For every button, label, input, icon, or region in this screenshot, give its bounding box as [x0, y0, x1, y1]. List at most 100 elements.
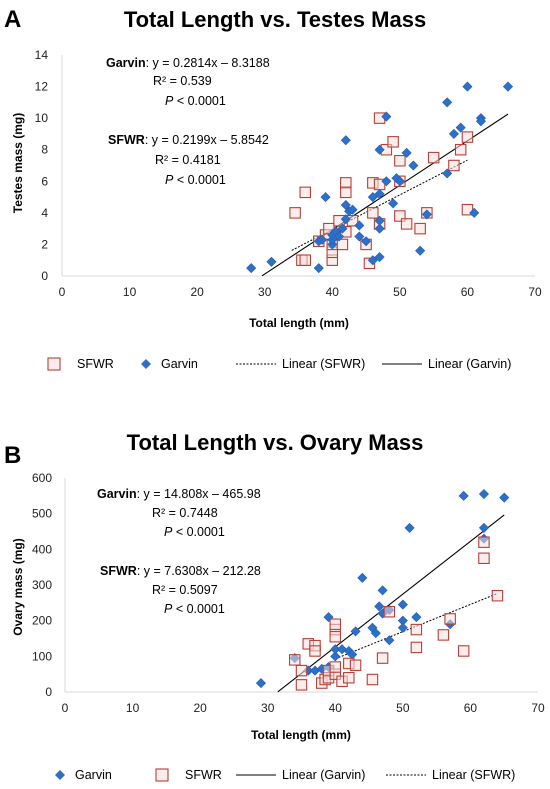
trendline-linear-garvin [277, 514, 505, 693]
garvin-point [347, 204, 358, 215]
panel-b-letter: B [4, 442, 21, 469]
garvin-point [361, 236, 372, 247]
y-tick-label: 0 [41, 269, 48, 283]
sfwr-point [410, 623, 423, 636]
sfwr-point [491, 589, 504, 602]
sfwr-point [437, 629, 450, 641]
trendline-linear-sfwr [335, 593, 498, 660]
x-tick-label: 40 [329, 701, 343, 715]
svg-text:SFWR: y = 0.2199x – 5.8542: SFWR: y = 0.2199x – 5.8542 [108, 133, 269, 147]
sfwr-point [288, 654, 301, 666]
x-tick-label: 50 [393, 285, 407, 299]
garvin-point [462, 81, 473, 92]
svg-text:R² = 0.539: R² = 0.539 [153, 74, 212, 88]
svg-text:R² = 0.5097: R² = 0.5097 [152, 583, 218, 597]
sfwr-point [309, 645, 321, 657]
garvin-point [478, 489, 489, 500]
panel-a-x-label: Total length (mm) [249, 316, 349, 330]
x-tick-label: 70 [531, 701, 545, 715]
garvin-point [469, 207, 480, 218]
svg-text:R² = 0.4181: R² = 0.4181 [155, 153, 221, 167]
sfwr-point [478, 552, 490, 564]
panel-a: A Total Length vs. Testes Mass Testes ma… [4, 6, 426, 330]
x-tick-label: 30 [258, 285, 272, 299]
garvin-point [415, 245, 426, 256]
panel-b-equation-garvin: Garvin: y = 14.808x – 465.98 R² = 0.7448… [97, 487, 261, 539]
panel-b-plot: 0 10 20 30 40 50 60 70 0 100 200 300 400 500 600 [32, 471, 545, 715]
panel-b-x-label: Total length (mm) [251, 728, 351, 742]
x-tick-label: 60 [461, 285, 475, 299]
y-tick-label: 6 [41, 174, 48, 188]
y-tick-label: 10 [35, 111, 49, 125]
garvin-point [350, 626, 361, 637]
x-tick-label: 20 [190, 285, 204, 299]
legend-garvin-symbol [141, 359, 151, 369]
garvin-point [381, 176, 392, 187]
garvin-point [455, 122, 466, 133]
sfwr-point [376, 652, 389, 664]
garvin-point [255, 678, 266, 689]
y-tick-label: 400 [32, 542, 52, 556]
svg-text:P < 0.0001: P < 0.0001 [164, 602, 225, 616]
sfwr-point [329, 661, 342, 673]
sfwr-point [387, 136, 399, 148]
garvin-point [377, 585, 388, 596]
garvin-point [381, 111, 392, 122]
garvin-point [354, 231, 365, 242]
panel-b-legend: Garvin SFWR Linear (Garvin) Linear (SFWR) [55, 768, 515, 782]
sfwr-point [427, 151, 440, 164]
legend-sfwr-symbol [47, 357, 61, 371]
legend-label: Linear (Garvin) [428, 357, 511, 371]
garvin-point [354, 220, 365, 231]
legend-label: Linear (SFWR) [282, 357, 365, 371]
garvin-point [266, 256, 277, 267]
garvin-point [317, 234, 328, 245]
svg-text:P < 0.0001: P < 0.0001 [165, 173, 226, 187]
y-tick-label: 500 [32, 507, 52, 521]
x-tick-label: 60 [464, 701, 478, 715]
sfwr-point [454, 143, 467, 156]
garvin-point [408, 160, 419, 171]
x-tick-label: 50 [396, 701, 410, 715]
garvin-point [340, 214, 351, 225]
garvin-point [388, 198, 399, 209]
sfwr-point [414, 222, 426, 235]
garvin-point [340, 135, 351, 146]
garvin-point [374, 223, 385, 234]
garvin-point [401, 147, 412, 158]
sfwr-point [295, 679, 308, 691]
svg-text:Garvin: y = 0.2814x – 8.3188: Garvin: y = 0.2814x – 8.3188 [106, 56, 270, 70]
panel-a-y-label: Testes mass (mg) [11, 113, 25, 213]
sfwr-point [448, 159, 460, 172]
y-tick-label: 0 [45, 685, 52, 699]
sfwr-point [367, 207, 379, 219]
panel-a-letter: A [4, 6, 21, 33]
garvin-point [367, 192, 378, 203]
y-tick-label: 300 [32, 578, 52, 592]
y-tick-label: 200 [32, 614, 52, 628]
sfwr-point [457, 645, 470, 657]
garvin-point [337, 644, 348, 655]
svg-text:P < 0.0001: P < 0.0001 [164, 525, 225, 539]
panel-b-y-label: Ovary mass (mg) [11, 538, 25, 635]
y-tick-label: 2 [41, 237, 48, 251]
garvin-point [370, 628, 381, 639]
garvin-point [499, 492, 510, 503]
sfwr-point [299, 254, 312, 266]
x-tick-label: 40 [326, 285, 340, 299]
garvin-point [478, 522, 489, 533]
y-tick-label: 8 [41, 143, 48, 157]
sfwr-point [366, 673, 379, 686]
legend-label: Linear (Garvin) [282, 768, 365, 782]
sfwr-point [349, 659, 362, 671]
y-tick-label: 14 [35, 48, 49, 62]
garvin-point [442, 168, 453, 179]
svg-text:P < 0.0001: P < 0.0001 [165, 94, 226, 108]
x-tick-label: 70 [528, 285, 542, 299]
garvin-point [475, 116, 486, 127]
garvin-point [442, 97, 453, 108]
sfwr-point [444, 613, 456, 625]
panel-b: B Total Length vs. Ovary Mass Ovary mass… [4, 430, 423, 742]
sfwr-point [410, 641, 423, 654]
